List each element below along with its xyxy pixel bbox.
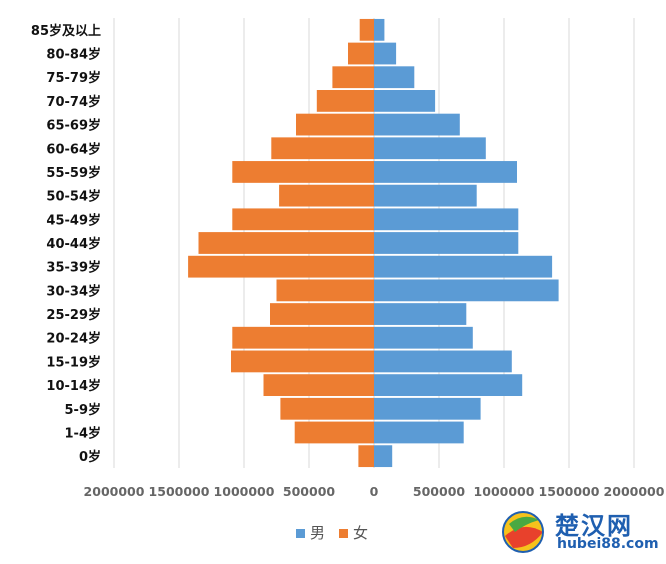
bar-male-8: [374, 208, 519, 231]
bar-female-16: [280, 397, 374, 420]
bar-male-11: [374, 279, 559, 302]
bar-male-9: [374, 232, 519, 254]
category-label-8: 45-49岁: [46, 212, 101, 228]
bar-male-12: [374, 303, 467, 325]
x-tick-label-0: 2000000: [84, 484, 145, 499]
category-label-2: 75-79岁: [46, 70, 101, 86]
x-tick-label-4: 0: [370, 484, 379, 499]
bar-female-13: [232, 326, 374, 349]
category-label-3: 70-74岁: [46, 94, 101, 110]
bar-female-6: [232, 161, 374, 183]
legend: 男女: [296, 524, 368, 542]
bar-female-3: [316, 90, 374, 112]
bar-female-12: [270, 303, 374, 325]
bar-male-6: [374, 161, 517, 183]
bar-female-10: [188, 255, 374, 278]
category-label-18: 0岁: [79, 449, 101, 465]
bar-male-17: [374, 421, 464, 444]
bar-female-2: [332, 66, 374, 89]
category-label-5: 60-64岁: [46, 141, 101, 157]
bar-male-18: [374, 445, 393, 468]
bar-male-13: [374, 326, 473, 349]
category-label-14: 15-19岁: [46, 354, 101, 370]
bar-male-14: [374, 350, 512, 373]
bar-female-0: [359, 18, 374, 41]
category-label-6: 55-59岁: [46, 165, 101, 181]
bar-male-1: [374, 42, 397, 65]
bar-female-1: [348, 42, 374, 65]
legend-label-1: 女: [353, 524, 368, 542]
x-tick-label-6: 1000000: [474, 484, 535, 499]
bar-male-3: [374, 90, 436, 112]
x-tick-label-1: 1500000: [149, 484, 210, 499]
bar-male-0: [374, 18, 385, 41]
x-tick-label-3: 500000: [283, 484, 335, 499]
watermark-domain: hubei88.com: [557, 536, 659, 552]
watermark-globe-icon: [502, 511, 544, 553]
bar-female-5: [271, 137, 374, 160]
category-label-13: 20-24岁: [46, 331, 101, 347]
bar-male-15: [374, 374, 523, 396]
bar-male-2: [374, 66, 415, 89]
category-label-11: 30-34岁: [46, 283, 101, 299]
category-labels: 85岁及以上 80-84岁 75-79岁 70-74岁 65-69岁 60-64岁 55-5…: [31, 23, 101, 465]
watermark-logo: 楚汉网 hubei88.com: [495, 502, 660, 560]
category-label-17: 1-4岁: [65, 425, 102, 441]
x-tick-labels: 2000000 1500000 1000000 500000 0 500000 100000…: [84, 484, 665, 499]
x-tick-label-2: 1000000: [214, 484, 275, 499]
category-label-1: 80-84岁: [46, 47, 101, 63]
category-label-7: 50-54岁: [46, 189, 101, 205]
bar-female-11: [276, 279, 374, 302]
bars: [188, 18, 559, 468]
bar-female-7: [279, 184, 374, 207]
bar-female-18: [358, 445, 374, 468]
bar-female-4: [296, 113, 374, 136]
bar-female-17: [294, 421, 374, 444]
x-tick-label-5: 500000: [413, 484, 465, 499]
bar-male-10: [374, 255, 553, 278]
bar-male-16: [374, 397, 481, 420]
legend-label-0: 男: [310, 524, 325, 542]
category-label-10: 35-39岁: [46, 260, 101, 276]
x-tick-label-7: 1500000: [539, 484, 600, 499]
bar-female-14: [231, 350, 374, 373]
category-label-12: 25-29岁: [46, 307, 101, 323]
bar-male-4: [374, 113, 460, 136]
x-tick-label-8: 2000000: [604, 484, 665, 499]
category-label-9: 40-44岁: [46, 236, 101, 252]
watermark-text: 楚汉网: [555, 512, 633, 540]
legend-swatch-0: [296, 529, 305, 538]
category-label-0: 85岁及以上: [31, 23, 101, 39]
category-label-16: 5-9岁: [65, 402, 102, 418]
bar-female-15: [263, 374, 374, 396]
legend-swatch-1: [339, 529, 348, 538]
bar-female-8: [232, 208, 374, 231]
category-label-4: 65-69岁: [46, 118, 101, 134]
bar-male-7: [374, 184, 477, 207]
bar-female-9: [198, 232, 374, 254]
bar-male-5: [374, 137, 486, 160]
category-label-15: 10-14岁: [46, 378, 101, 394]
